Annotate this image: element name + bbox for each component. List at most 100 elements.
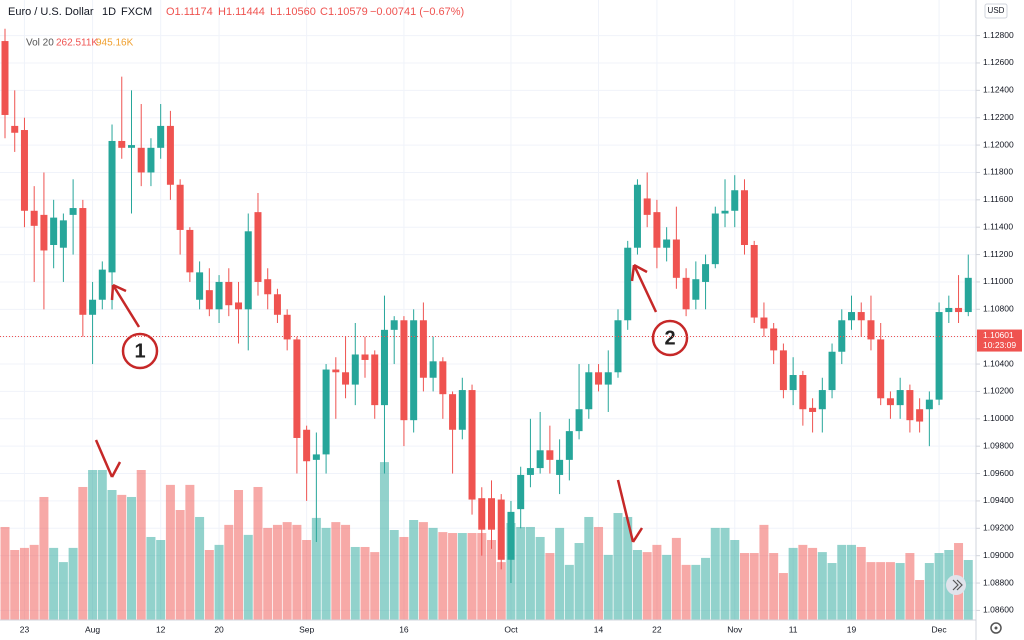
y-tick-label: 1.12000 — [983, 139, 1014, 149]
candle-body — [244, 231, 252, 310]
candle-body — [439, 361, 447, 395]
x-tick-label: 16 — [399, 624, 409, 634]
candle-body — [351, 354, 359, 385]
candle-body — [429, 361, 437, 378]
ohlc-open: O1.11174 — [166, 6, 213, 18]
volume-bar — [594, 526, 604, 620]
volume-label: Vol 20 — [26, 38, 54, 49]
volume-bar — [360, 546, 370, 620]
volume-bar — [487, 540, 496, 620]
volume-bar — [126, 496, 136, 620]
volume-bar — [165, 484, 175, 620]
last-price-label: 1.10601 — [983, 330, 1014, 340]
ohlc-low: L1.10560 — [270, 6, 316, 18]
currency-box[interactable] — [984, 3, 1008, 19]
volume-bar — [798, 544, 808, 620]
volume-bar — [292, 524, 302, 620]
candle-body — [50, 217, 58, 245]
candle-body — [79, 208, 87, 315]
candle-body — [536, 450, 544, 469]
symbol[interactable]: Euro / U.S. Dollar — [8, 6, 94, 18]
volume-bar — [769, 553, 779, 620]
candle-body — [906, 390, 914, 421]
candle-body — [682, 277, 690, 310]
x-tick-label: Oct — [504, 624, 518, 634]
volume-bar — [516, 526, 526, 620]
annotation-circle — [651, 319, 689, 357]
candle-body — [186, 229, 194, 273]
volume-bar — [175, 510, 185, 620]
scroll-button[interactable] — [946, 575, 966, 595]
volume-bar — [146, 536, 156, 620]
candle-body — [828, 351, 836, 391]
annotation-label: 2 — [664, 327, 675, 349]
volume-bar — [49, 547, 59, 620]
volume-bar — [214, 544, 224, 620]
y-tick-label: 1.11800 — [983, 167, 1013, 177]
candle-body — [750, 244, 758, 318]
candle-body — [235, 302, 243, 310]
volume-bar — [389, 530, 399, 620]
candle-body — [157, 125, 165, 148]
volume-bar — [29, 544, 39, 620]
annotation-label: 1 — [134, 340, 145, 362]
candle-body — [380, 329, 388, 406]
interval: 1D — [102, 6, 116, 18]
candle-body — [857, 312, 865, 321]
candle-body — [721, 210, 729, 214]
volume-bar — [701, 557, 711, 620]
currency: USD — [988, 6, 1005, 15]
candle-body — [867, 320, 875, 340]
candle-body — [410, 320, 418, 421]
y-tick-label: 1.08600 — [983, 605, 1014, 615]
volume-bar — [263, 527, 273, 620]
volume-bar — [97, 470, 107, 620]
volume-bar — [652, 544, 662, 620]
volume-bar — [671, 537, 681, 620]
volume-ma: 945.16K — [96, 38, 134, 49]
volume-bar — [243, 534, 253, 620]
candle-body — [702, 264, 710, 282]
x-tick-label: Aug — [85, 624, 100, 634]
volume-bar — [847, 544, 857, 620]
x-tick-label: Sep — [299, 624, 314, 634]
candle-body — [809, 407, 817, 412]
candle-body — [595, 372, 603, 385]
volume-bar — [224, 524, 234, 620]
candle-body — [205, 290, 213, 310]
x-tick-label: Dec — [932, 624, 948, 634]
volume-bar — [409, 520, 419, 620]
volume-bar — [778, 573, 788, 620]
candle-body — [293, 339, 301, 438]
candle-body — [1, 41, 9, 115]
candle-body — [322, 369, 330, 455]
candle-body — [556, 459, 564, 475]
y-tick-label: 1.08800 — [983, 577, 1014, 587]
candle-body — [118, 140, 126, 148]
candle-body — [332, 369, 340, 373]
settings-button[interactable] — [990, 622, 1002, 634]
candle-body — [264, 279, 272, 295]
volume-bar — [730, 540, 740, 620]
candle-body — [692, 279, 700, 300]
volume-pane — [0, 462, 973, 620]
volume-bar — [603, 554, 613, 620]
candle-body — [955, 307, 963, 313]
volume-value: 262.511K — [56, 38, 98, 49]
candle-body — [449, 394, 457, 430]
volume-bar — [272, 524, 282, 620]
candle-body — [478, 498, 486, 530]
volume-bar — [0, 526, 10, 620]
countdown: 10:23:09 — [983, 340, 1016, 350]
y-tick-label: 1.11000 — [983, 276, 1013, 286]
volume-bar — [302, 540, 312, 620]
candle-body — [848, 312, 856, 321]
volume-bar — [691, 564, 701, 620]
volume-bar — [817, 552, 827, 620]
y-tick-label: 1.10400 — [983, 358, 1014, 368]
y-tick-label: 1.09200 — [983, 523, 1014, 533]
candle-body — [283, 314, 291, 340]
candle-body — [964, 277, 972, 313]
candle-body — [886, 398, 894, 406]
